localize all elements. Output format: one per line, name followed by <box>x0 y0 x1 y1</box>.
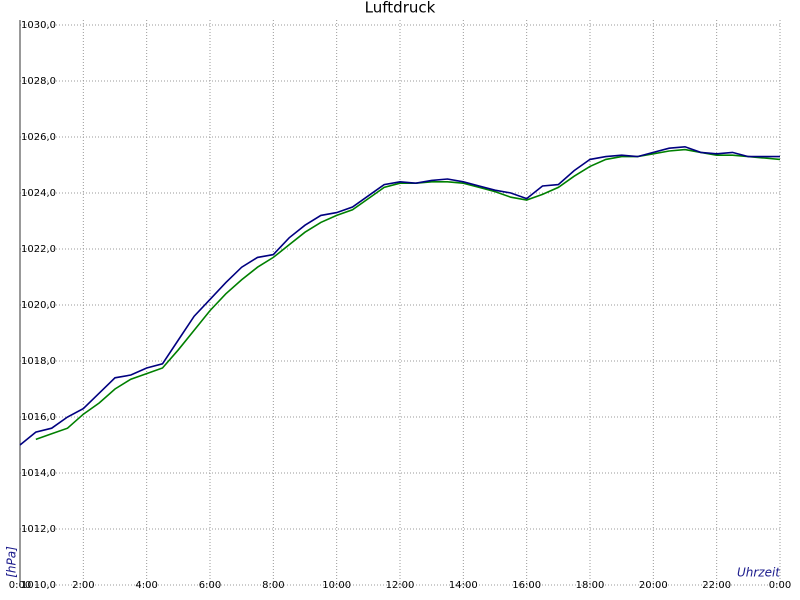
y-tick-label: 1020,0 <box>21 300 56 311</box>
x-tick-label: 10:00 <box>322 580 351 591</box>
x-tick-label: 8:00 <box>262 580 284 591</box>
y-tick-label: 1028,0 <box>21 76 56 87</box>
y-tick-label: 1026,0 <box>21 132 56 143</box>
x-tick-label: 14:00 <box>449 580 478 591</box>
data-line <box>19 145 780 446</box>
y-tick-label: 1012,0 <box>21 524 56 535</box>
y-axis-label: [hPa] <box>5 546 19 578</box>
y-tick-label: 1014,0 <box>21 468 56 479</box>
x-tick-label: 4:00 <box>135 580 157 591</box>
x-tick-label: 6:00 <box>199 580 221 591</box>
y-tick-label: 1030,0 <box>21 20 56 31</box>
x-tick-label: 12:00 <box>386 580 415 591</box>
x-tick-label: 22:00 <box>702 580 731 591</box>
x-tick-label: 16:00 <box>512 580 541 591</box>
x-tick-label: 0:00 <box>769 580 791 591</box>
x-tick-label: 20:00 <box>639 580 668 591</box>
x-axis-label: Uhrzeit <box>737 566 781 580</box>
y-tick-label: 1024,0 <box>21 188 56 199</box>
x-tick-label: 18:00 <box>576 580 605 591</box>
chart-title: Luftdruck <box>365 0 436 17</box>
y-tick-label: 1018,0 <box>21 356 56 367</box>
x-tick-label: 2:00 <box>72 580 94 591</box>
x-tick-label: 0:00 <box>9 580 31 591</box>
y-tick-label: 1022,0 <box>21 244 56 255</box>
y-tick-label: 1010,0 <box>21 580 56 591</box>
y-tick-label: 1016,0 <box>21 412 56 423</box>
